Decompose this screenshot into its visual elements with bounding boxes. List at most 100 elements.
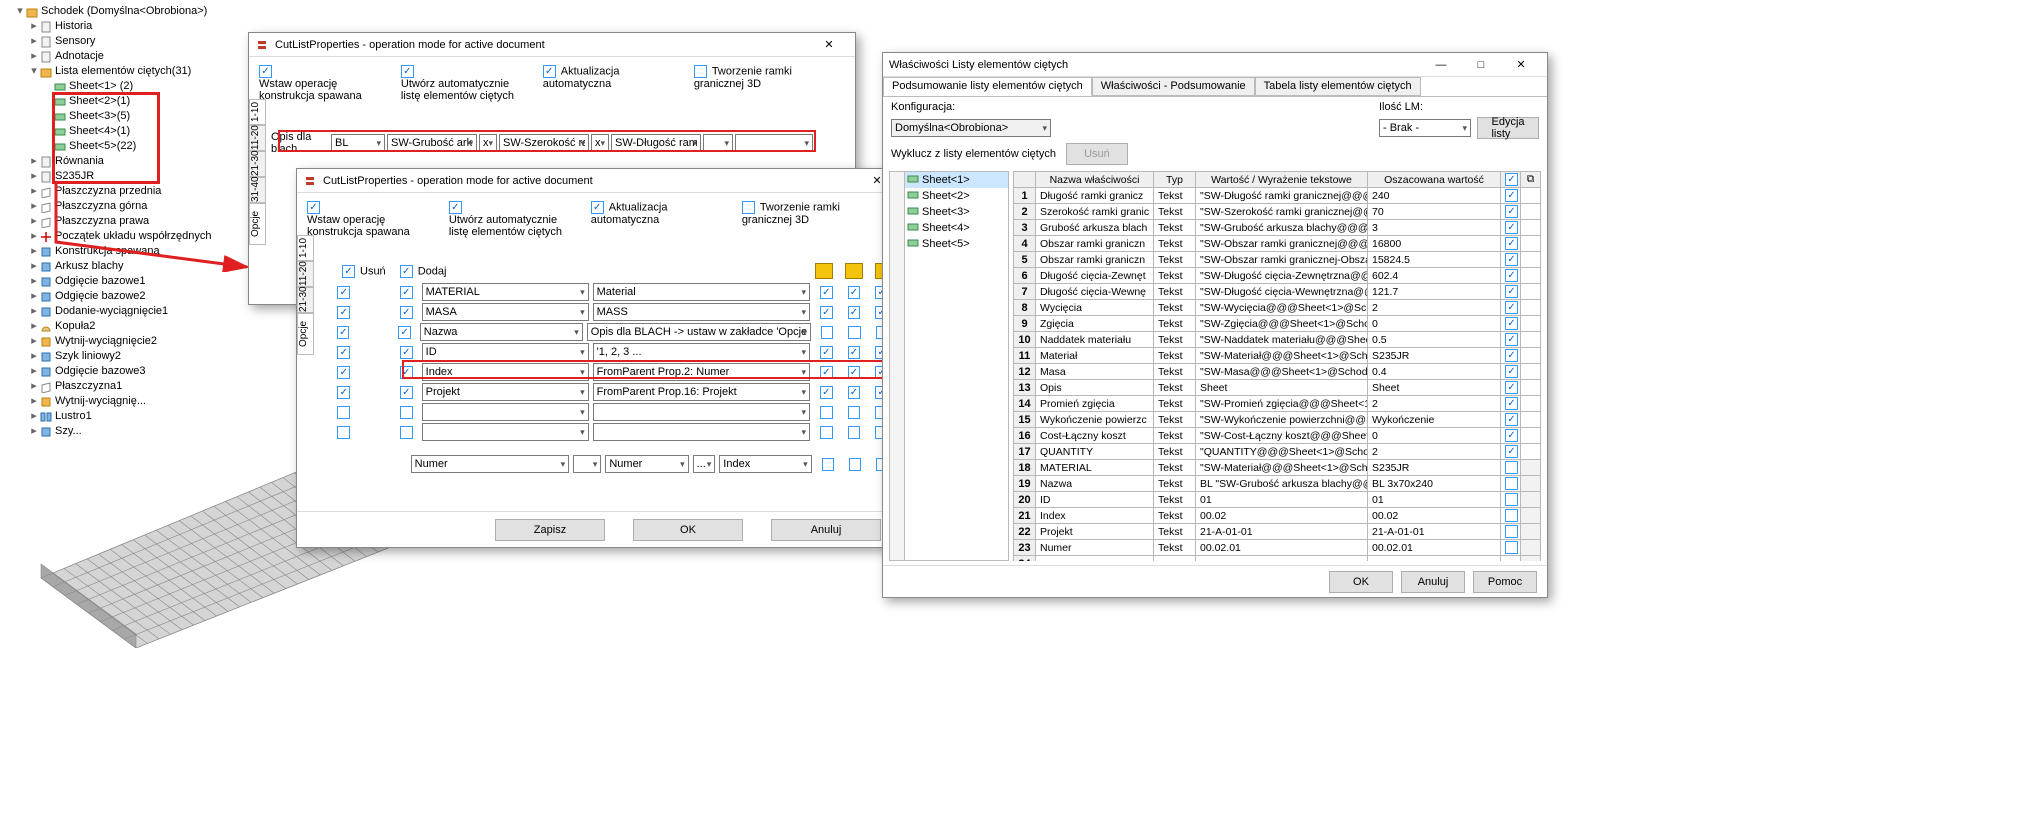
prop-table-row[interactable]: 19 Nazwa Tekst BL "SW-Grubość arkusza bl… xyxy=(1014,476,1541,492)
row-cb-usun[interactable] xyxy=(337,386,350,399)
edit-list-button[interactable]: Edycja listy xyxy=(1477,117,1539,139)
tree-item[interactable]: ▸Dodanie-wyciągnięcie1 xyxy=(15,304,245,319)
col-cb[interactable] xyxy=(1501,172,1521,188)
chk-auto-update[interactable]: Aktualizacja automatyczna xyxy=(591,201,724,238)
row-cb-dodaj[interactable] xyxy=(400,306,413,319)
row-prop[interactable]: MATERIAL xyxy=(422,283,589,301)
row-cb-usun[interactable] xyxy=(337,426,350,439)
row-cb-a[interactable] xyxy=(820,386,833,399)
ok-button[interactable]: OK xyxy=(633,519,743,541)
vtab-opcje[interactable]: Opcje xyxy=(249,203,266,245)
vtab-21-30[interactable]: 21-30 xyxy=(297,287,314,313)
prop-table-row[interactable]: 10 Naddatek materiału Tekst "SW-Naddatek… xyxy=(1014,332,1541,348)
row-cb-dodaj[interactable] xyxy=(400,426,413,439)
row-cb-b[interactable] xyxy=(848,386,861,399)
tree-item[interactable]: ▸Wytnij-wyciągnięcie2 xyxy=(15,334,245,349)
tab-table[interactable]: Tabela listy elementów ciętych xyxy=(1255,77,1421,96)
prop-table-row[interactable]: 23 Numer Tekst 00.02.01 00.02.01 xyxy=(1014,540,1541,556)
prop-table-row[interactable]: 5 Obszar ramki graniczn Tekst "SW-Obszar… xyxy=(1014,252,1541,268)
vtab-1-10[interactable]: 1-10 xyxy=(297,235,314,261)
maximize-button[interactable]: □ xyxy=(1461,55,1501,75)
prop-table-row[interactable]: 15 Wykończenie powierzc Tekst "SW-Wykońc… xyxy=(1014,412,1541,428)
prop-table-row[interactable]: 12 Masa Tekst "SW-Masa@@@Sheet<1>@Schode… xyxy=(1014,364,1541,380)
sheet-item[interactable]: Sheet<4> xyxy=(905,220,1008,236)
row-cb-usun[interactable] xyxy=(337,366,350,379)
prop-table-row[interactable]: 24 xyxy=(1014,556,1541,562)
help-button[interactable]: Pomoc xyxy=(1473,571,1537,593)
prop-table-row[interactable]: 14 Promień zgięcia Tekst "SW-Promień zgi… xyxy=(1014,396,1541,412)
chk-auto-cutlist[interactable]: Utwórz automatycznie listę elementów cię… xyxy=(401,65,525,102)
row-cb-a[interactable] xyxy=(821,326,833,339)
prop-table-row[interactable]: 18 MATERIAL Tekst "SW-Materiał@@@Sheet<1… xyxy=(1014,460,1541,476)
vtab-1-10[interactable]: 1-10 xyxy=(249,99,266,125)
row-cb-dodaj[interactable] xyxy=(400,346,413,359)
row-prop[interactable]: Nazwa xyxy=(420,323,583,341)
row-cb-a[interactable] xyxy=(820,406,833,419)
titlebar[interactable]: Właściwości Listy elementów ciętych — □ … xyxy=(883,53,1547,77)
prop-table-row[interactable]: 8 Wycięcia Tekst "SW-Wycięcia@@@Sheet<1>… xyxy=(1014,300,1541,316)
col-value[interactable]: Wartość / Wyrażenie tekstowe xyxy=(1196,172,1368,188)
foot-numer2[interactable]: Numer xyxy=(605,455,688,473)
foot-cb2[interactable] xyxy=(849,458,861,471)
row-cb-usun[interactable] xyxy=(337,286,350,299)
tree-item[interactable]: ▸Sensory xyxy=(15,34,245,49)
vtab-opcje[interactable]: Opcje xyxy=(297,313,314,355)
vtab-21-30[interactable]: 21-30 xyxy=(249,151,266,177)
minimize-button[interactable]: — xyxy=(1421,55,1461,75)
prop-table-row[interactable]: 4 Obszar ramki graniczn Tekst "SW-Obszar… xyxy=(1014,236,1541,252)
sheet-item[interactable]: Sheet<2> xyxy=(905,188,1008,204)
row-prop[interactable]: ID xyxy=(422,343,589,361)
prop-table-row[interactable]: 1 Długość ramki granicz Tekst "SW-Długoś… xyxy=(1014,188,1541,204)
titlebar[interactable]: CutListProperties - operation mode for a… xyxy=(297,169,903,193)
prop-table-row[interactable]: 11 Materiał Tekst "SW-Materiał@@@Sheet<1… xyxy=(1014,348,1541,364)
row-val[interactable]: Material xyxy=(593,283,810,301)
prop-table-row[interactable]: 2 Szerokość ramki granic Tekst "SW-Szero… xyxy=(1014,204,1541,220)
sheet-item[interactable]: Sheet<5> xyxy=(905,236,1008,252)
hdr-usun[interactable]: Usuń xyxy=(342,265,386,278)
row-val[interactable]: MASS xyxy=(593,303,810,321)
row-prop[interactable]: Projekt xyxy=(422,383,589,401)
prop-table-row[interactable]: 21 Index Tekst 00.02 00.02 xyxy=(1014,508,1541,524)
sheet-item[interactable]: Sheet<1> xyxy=(905,172,1008,188)
tree-item[interactable]: ▸Kopuła2 xyxy=(15,319,245,334)
sheet-item[interactable]: Sheet<3> xyxy=(905,204,1008,220)
prop-table-row[interactable]: 3 Grubość arkusza blach Tekst "SW-Gruboś… xyxy=(1014,220,1541,236)
row-cb-a[interactable] xyxy=(820,306,833,319)
row-cb-dodaj[interactable] xyxy=(398,326,410,339)
row-cb-b[interactable] xyxy=(848,306,861,319)
vtab-11-20[interactable]: 11-20 xyxy=(249,125,266,151)
row-val[interactable]: '1, 2, 3 ... xyxy=(593,343,810,361)
row-cb-b[interactable] xyxy=(848,286,861,299)
prop-table-row[interactable]: 17 QUANTITY Tekst "QUANTITY@@@Sheet<1>@S… xyxy=(1014,444,1541,460)
cancel-button[interactable]: Anuluj xyxy=(1401,571,1465,593)
row-cb-dodaj[interactable] xyxy=(400,286,413,299)
chk-auto-update[interactable]: Aktualizacja automatyczna xyxy=(543,65,676,102)
row-cb-b[interactable] xyxy=(848,426,861,439)
row-cb-a[interactable] xyxy=(820,286,833,299)
foot-index[interactable]: Index xyxy=(719,455,811,473)
close-button[interactable]: ✕ xyxy=(1501,55,1541,75)
row-cb-usun[interactable] xyxy=(337,306,350,319)
row-cb-b[interactable] xyxy=(848,406,861,419)
tree-item[interactable]: ▸Adnotacje xyxy=(15,49,245,64)
row-prop[interactable] xyxy=(422,403,589,421)
tree-item[interactable]: ▸Odgięcie bazowe2 xyxy=(15,289,245,304)
row-cb-b[interactable] xyxy=(848,326,860,339)
foot-empty[interactable] xyxy=(573,455,601,473)
hdr-dodaj[interactable]: Dodaj xyxy=(400,265,447,278)
prop-table-row[interactable]: 6 Długość cięcia-Zewnęt Tekst "SW-Długoś… xyxy=(1014,268,1541,284)
prop-table-row[interactable]: 7 Długość cięcia-Wewnę Tekst "SW-Długość… xyxy=(1014,284,1541,300)
chk-weldment[interactable]: Wstaw operację konstrukcja spawana xyxy=(307,201,431,238)
chk-3d-bbox[interactable]: Tworzenie ramki granicznej 3D xyxy=(742,201,893,238)
row-cb-a[interactable] xyxy=(820,426,833,439)
tree-item[interactable]: ▸Odgięcie bazowe1 xyxy=(15,274,245,289)
row-prop[interactable] xyxy=(422,423,589,441)
ok-button[interactable]: OK xyxy=(1329,571,1393,593)
prop-table-row[interactable]: 20 ID Tekst 01 01 xyxy=(1014,492,1541,508)
close-button[interactable]: ✕ xyxy=(809,35,849,55)
row-val[interactable] xyxy=(593,423,810,441)
delete-button[interactable]: Usuń xyxy=(1066,143,1128,165)
prop-table-row[interactable]: 13 Opis Tekst Sheet Sheet xyxy=(1014,380,1541,396)
row-val[interactable] xyxy=(593,403,810,421)
cancel-button[interactable]: Anuluj xyxy=(771,519,881,541)
